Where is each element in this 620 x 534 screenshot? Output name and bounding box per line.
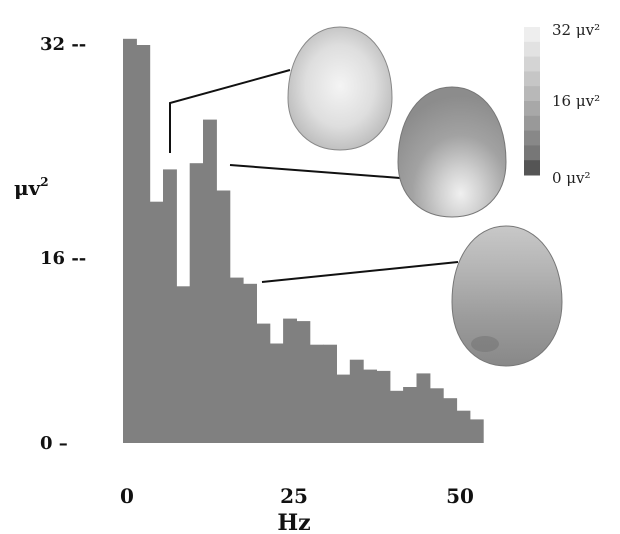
histogram-bar-19 [376,370,391,443]
histogram-bar-2 [149,201,164,443]
y-axis-label-base: μv [14,176,42,200]
y-axis-label: μv2 [14,175,49,200]
colorbar-step-4 [524,86,540,102]
histogram-bar-21 [403,387,417,443]
histogram-bar-14 [309,344,324,443]
x-tick-label-25: 25 [280,484,308,508]
colorbar-step-7 [524,130,540,146]
histogram-bar-11 [269,343,284,443]
colorbar-step-8 [524,145,540,161]
colorbar-step-3 [524,71,540,87]
y-tick-label-32: 32 -- [40,34,86,55]
scalp-map-1 [287,26,393,151]
histogram-bar-0 [123,38,137,444]
y-axis-label-exponent: 2 [40,175,48,189]
histogram-bar-8 [229,277,244,443]
histogram-bar-13 [296,321,311,443]
histogram-bar-16 [336,374,351,443]
x-axis-label: Hz [277,510,310,534]
histogram-bar-7 [216,190,231,443]
histogram-bar-17 [349,359,364,443]
colorbar-step-5 [524,101,540,117]
x-tick-label-0: 0 [120,484,134,508]
y-tick-label-0: 0 – [40,433,68,454]
histogram-bar-6 [203,119,217,443]
histogram-bar-3 [163,169,177,443]
histogram-bar-10 [256,323,271,443]
histogram-bar-20 [389,390,404,443]
colorbar-step-9 [524,160,540,176]
histogram-bar-22 [416,373,431,443]
histogram-bar-24 [443,398,458,443]
colorbar-step-1 [524,41,540,58]
histogram-bar-9 [243,283,257,443]
colorbar-step-6 [524,115,540,132]
colorbar-label-min: 0 μv² [552,169,591,187]
colorbar-step-0 [524,27,540,43]
histogram-bars [123,38,484,444]
histogram-bar-1 [136,45,151,443]
histogram-bar-4 [176,286,191,443]
y-tick-label-16: 16 -- [40,248,86,269]
connector-line-map-3 [261,261,459,283]
scalp-map-2 [397,86,507,218]
histogram-bar-5 [189,163,204,443]
histogram-bar-15 [323,344,337,443]
histogram-bar-26 [469,419,484,443]
histogram-bar-23 [429,388,444,443]
scalp-map-3 [451,225,563,367]
histogram-bar-18 [363,369,377,443]
connector-line-map-1 [169,69,291,153]
colorbar-step-2 [524,56,540,72]
histogram-bar-25 [456,410,471,443]
color-scale-bar [524,27,540,176]
colorbar-label-mid: 16 μv² [552,92,600,110]
x-tick-label-50: 50 [446,484,474,508]
colorbar-label-max: 32 μv² [552,21,600,39]
histogram-bar-12 [283,318,297,443]
connector-line-map-2 [229,164,401,179]
